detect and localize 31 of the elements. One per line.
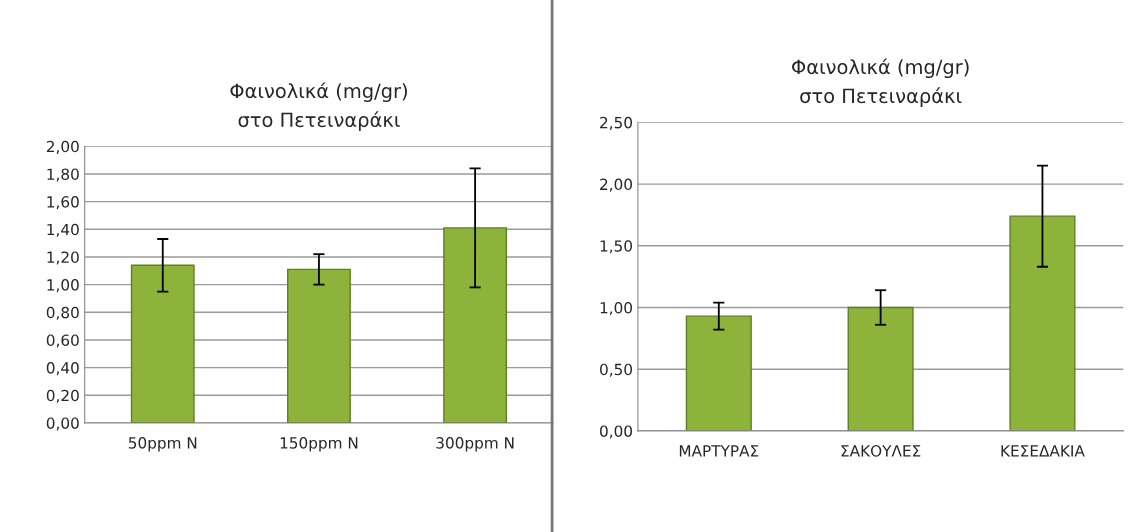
bar [847, 306, 914, 431]
y-tick-label: 2,00 [46, 140, 79, 154]
y-tick-label: 0,40 [46, 362, 79, 376]
y-tick-label: 0,60 [46, 334, 79, 348]
bar [685, 315, 752, 431]
y-tick-label: 0,00 [600, 425, 633, 439]
bar [1009, 215, 1076, 431]
x-tick-label: 50ppm N [128, 437, 197, 452]
bar [287, 268, 351, 423]
y-tick-label: 0,50 [600, 363, 633, 377]
y-tick-label: 1,60 [47, 196, 79, 210]
y-tick-label: 2,50 [600, 116, 633, 130]
y-tick-label: 0,20 [46, 389, 79, 403]
y-tick-label: 0,80 [46, 306, 79, 320]
y-tick-label: 1,40 [47, 223, 79, 237]
y-tick-label: 1,80 [47, 168, 79, 182]
bar [443, 227, 508, 423]
y-tick-label: 1,00 [47, 279, 79, 293]
bar [130, 264, 195, 423]
x-tick-label: 300ppm N [436, 437, 514, 452]
y-tick-label: 0,00 [46, 417, 79, 431]
x-tick-label: ΚΕΣΕΔΑΚΙΑ [1001, 445, 1085, 457]
y-tick-label: 2,00 [600, 178, 633, 192]
y-tick-label: 1,20 [47, 251, 79, 265]
x-tick-label: ΣΑΚΟΥΛΕΣ [841, 445, 921, 457]
x-tick-label: 150ppm N [280, 437, 358, 452]
x-tick-label: ΜΑΡΤΥΡΑΣ [679, 445, 759, 457]
chart-title: Φαινολικά (mg/gr) στο Πετειναράκι [230, 82, 407, 131]
y-tick-label: 1,00 [600, 301, 633, 316]
y-tick-label: 1,50 [600, 240, 633, 254]
chart-title: Φαινολικά (mg/gr) στο Πετειναράκι [792, 58, 969, 107]
